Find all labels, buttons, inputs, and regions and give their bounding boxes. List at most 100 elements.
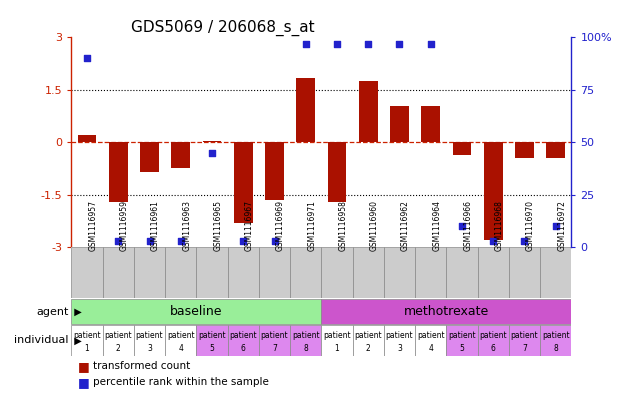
Point — [145, 238, 155, 244]
Bar — [234, 142, 253, 223]
Text: GSM1116971: GSM1116971 — [307, 200, 316, 251]
Point — [488, 238, 498, 244]
Text: percentile rank within the sample: percentile rank within the sample — [93, 377, 269, 387]
Text: GSM1116960: GSM1116960 — [369, 200, 379, 251]
Bar — [453, 142, 471, 154]
Bar — [109, 142, 128, 202]
Point — [394, 40, 404, 47]
Text: 8: 8 — [304, 344, 308, 353]
Bar — [165, 247, 196, 298]
Bar — [384, 247, 415, 298]
Text: 6: 6 — [241, 344, 246, 353]
Bar — [422, 106, 440, 142]
Text: 4: 4 — [178, 344, 183, 353]
Text: ▶: ▶ — [68, 335, 82, 345]
Point — [363, 40, 373, 47]
Point — [426, 40, 436, 47]
Text: 3: 3 — [397, 344, 402, 353]
Text: ▶: ▶ — [68, 307, 82, 317]
Bar — [328, 142, 347, 202]
Text: patient: patient — [479, 331, 507, 340]
Bar — [171, 142, 190, 169]
Text: patient: patient — [386, 331, 414, 340]
Bar — [259, 247, 290, 298]
Text: 8: 8 — [553, 344, 558, 353]
Bar — [478, 325, 509, 356]
Text: patient: patient — [261, 331, 288, 340]
Text: patient: patient — [73, 331, 101, 340]
Bar — [415, 247, 446, 298]
Bar — [71, 299, 322, 324]
Text: GSM1116969: GSM1116969 — [276, 200, 285, 251]
Text: 1: 1 — [335, 344, 339, 353]
Text: patient: patient — [448, 331, 476, 340]
Point — [207, 150, 217, 156]
Text: transformed count: transformed count — [93, 361, 191, 371]
Text: GSM1116968: GSM1116968 — [495, 200, 504, 251]
Text: 7: 7 — [522, 344, 527, 353]
Point — [520, 238, 530, 244]
Bar — [290, 325, 322, 356]
Bar — [359, 81, 378, 142]
Text: GSM1116966: GSM1116966 — [463, 200, 473, 251]
Text: methotrexate: methotrexate — [404, 305, 489, 318]
Bar — [353, 325, 384, 356]
Bar — [353, 247, 384, 298]
Text: 3: 3 — [147, 344, 152, 353]
Bar — [540, 247, 571, 298]
Text: GSM1116964: GSM1116964 — [432, 200, 442, 251]
Text: GSM1116970: GSM1116970 — [526, 200, 535, 251]
Text: GSM1116972: GSM1116972 — [557, 200, 566, 251]
Bar — [415, 325, 446, 356]
Bar — [322, 325, 353, 356]
Text: patient: patient — [355, 331, 382, 340]
Text: 6: 6 — [491, 344, 496, 353]
Bar — [509, 247, 540, 298]
Bar — [102, 325, 134, 356]
Bar — [202, 141, 222, 142]
Bar — [384, 325, 415, 356]
Text: GSM1116963: GSM1116963 — [183, 200, 191, 251]
Bar — [134, 247, 165, 298]
Bar — [509, 325, 540, 356]
Text: GSM1116965: GSM1116965 — [214, 200, 222, 251]
Text: patient: patient — [542, 331, 569, 340]
Bar — [296, 77, 315, 142]
Point — [551, 223, 561, 230]
Text: patient: patient — [229, 331, 257, 340]
Text: 5: 5 — [460, 344, 465, 353]
Text: GSM1116961: GSM1116961 — [151, 200, 160, 251]
Point — [82, 55, 92, 61]
Bar — [540, 325, 571, 356]
Bar — [165, 325, 196, 356]
Text: 2: 2 — [366, 344, 371, 353]
Bar — [322, 299, 571, 324]
Point — [238, 238, 248, 244]
Bar — [515, 142, 534, 158]
Bar — [196, 247, 228, 298]
Bar — [134, 325, 165, 356]
Bar — [478, 247, 509, 298]
Text: ■: ■ — [78, 360, 89, 373]
Bar — [322, 247, 353, 298]
Text: GSM1116957: GSM1116957 — [89, 200, 97, 251]
Text: agent: agent — [36, 307, 68, 317]
Text: 4: 4 — [428, 344, 433, 353]
Text: individual: individual — [14, 335, 68, 345]
Text: patient: patient — [198, 331, 226, 340]
Point — [113, 238, 123, 244]
Text: patient: patient — [104, 331, 132, 340]
Point — [270, 238, 279, 244]
Bar — [259, 325, 290, 356]
Text: 5: 5 — [209, 344, 214, 353]
Bar — [265, 142, 284, 200]
Point — [176, 238, 186, 244]
Text: patient: patient — [510, 331, 538, 340]
Text: GSM1116958: GSM1116958 — [338, 200, 348, 251]
Text: patient: patient — [417, 331, 445, 340]
Bar — [484, 142, 502, 240]
Text: ■: ■ — [78, 376, 89, 389]
Point — [332, 40, 342, 47]
Bar — [290, 247, 322, 298]
Bar — [390, 106, 409, 142]
